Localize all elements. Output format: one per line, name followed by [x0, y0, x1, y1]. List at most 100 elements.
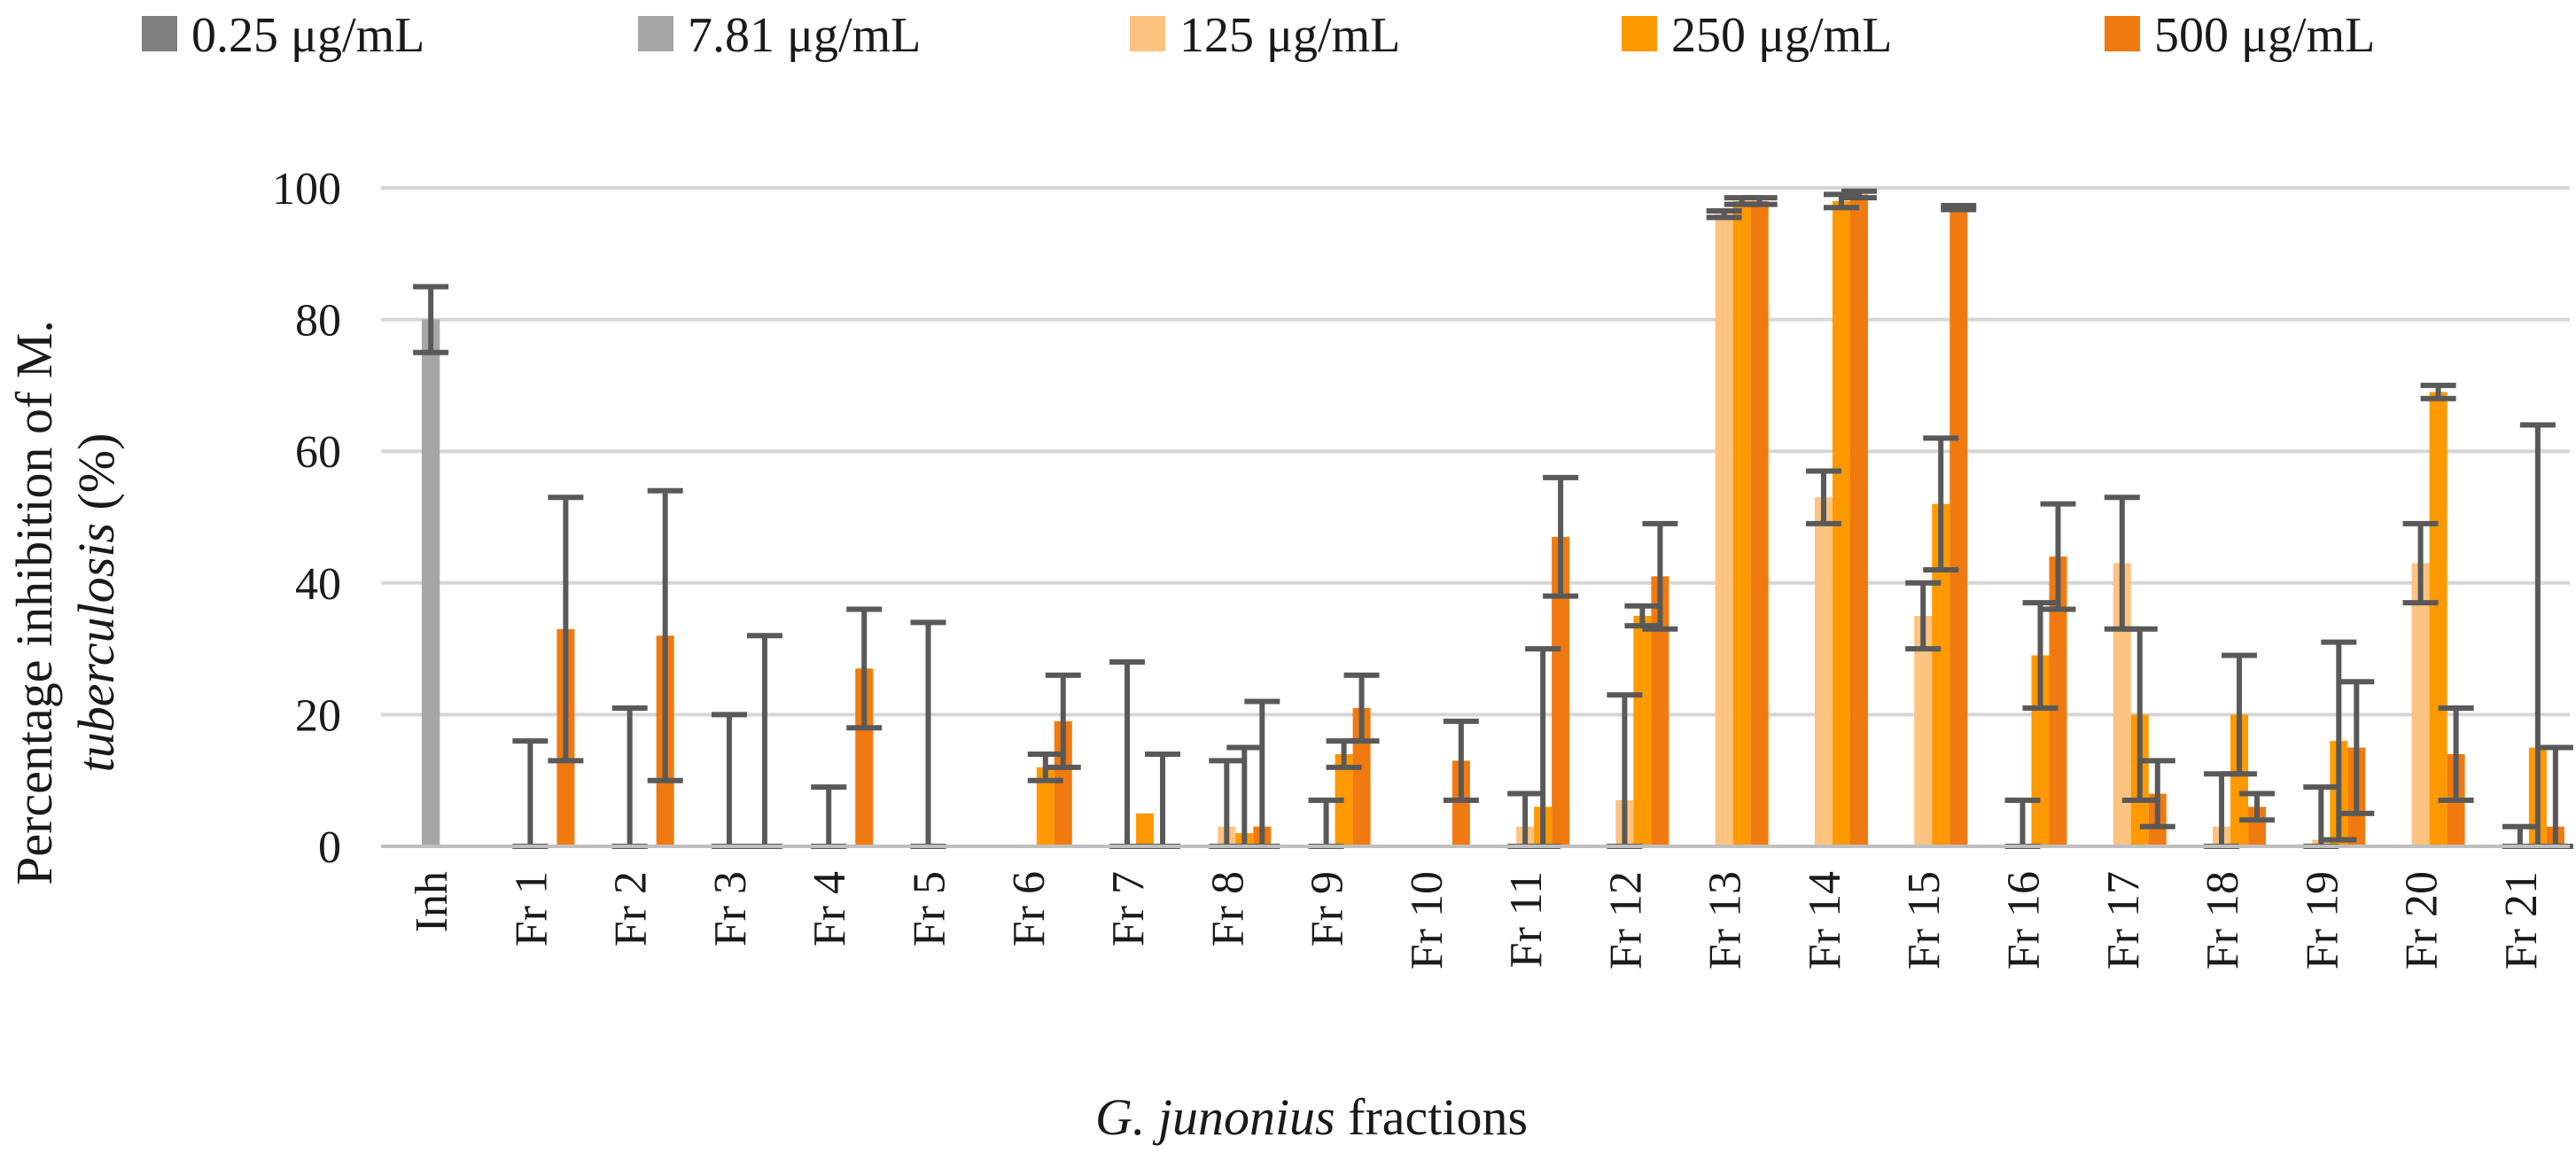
x-tick-label-fr-14: Fr 14	[1800, 871, 1850, 970]
bar-fr-12-series-4	[1651, 576, 1669, 846]
error-bar-fr-20-series-2	[2402, 520, 2439, 606]
error-bar-fr-16-series-3	[2022, 600, 2058, 711]
error-bar-fr-4-series-2	[811, 784, 847, 849]
x-tick-label-fr-15: Fr 15	[1899, 871, 1950, 970]
x-tick-label-fr-2: Fr 2	[606, 871, 657, 946]
error-bar-fr-2-series-2	[611, 705, 648, 849]
x-tick-label-fr-8: Fr 8	[1202, 871, 1253, 946]
x-tick-label-fr-16: Fr 16	[1999, 871, 2050, 970]
error-bar-fr-14-series-2	[1805, 468, 1841, 526]
error-bar-fr-19-series-4	[2339, 679, 2375, 816]
error-bar-fr-9-series-4	[1343, 672, 1380, 744]
bar-fr-15-series-3	[1932, 503, 1950, 846]
bar-fr-18-series-3	[2230, 714, 2249, 846]
bars	[422, 194, 2564, 847]
error-bar-fr-6-series-3	[1027, 751, 1063, 783]
error-bar-fr-4-series-4	[846, 606, 883, 731]
legend-swatch-3	[1622, 16, 1657, 51]
x-tick-label-fr-7: Fr 7	[1103, 871, 1154, 946]
y-axis-title-line1: Percentage inhibition of M.	[5, 320, 63, 885]
error-bar-fr-13-series-4	[1741, 195, 1778, 207]
error-bar-fr-2-series-4	[647, 487, 683, 783]
bar-fr-16-series-4	[2049, 557, 2067, 846]
bar-inh-series-1	[422, 319, 440, 847]
bar-fr-6-series-3	[1036, 767, 1055, 846]
error-bar-fr-3-series-4	[746, 633, 782, 849]
y-tick-label-60: 60	[295, 427, 341, 478]
error-bar-fr-16-series-4	[2040, 501, 2076, 612]
x-tick-label-inh: Inh	[407, 871, 457, 932]
x-tick-label-fr-18: Fr 18	[2198, 871, 2248, 970]
x-tick-label-fr-1: Fr 1	[506, 871, 556, 946]
x-tick-label-fr-4: Fr 4	[805, 871, 855, 946]
error-bar-fr-11-series-4	[1543, 474, 1579, 599]
gridlines	[381, 186, 2570, 717]
y-tick-label-40: 40	[295, 559, 341, 610]
error-bar-fr-20-series-4	[2438, 705, 2474, 803]
x-tick-label-fr-17: Fr 17	[2098, 871, 2149, 970]
error-bar-fr-21-series-3	[2519, 422, 2556, 849]
legend-label-3: 250 μg/mL	[1671, 8, 1892, 63]
error-bar-fr-17-series-3	[2121, 626, 2158, 803]
error-bar-inh-series-1	[413, 284, 449, 355]
x-tick-label-fr-19: Fr 19	[2297, 871, 2347, 970]
bar-fr-15-series-2	[1914, 615, 1933, 846]
error-bar-fr-17-series-4	[2139, 758, 2175, 829]
error-bar-fr-10-series-4	[1443, 718, 1479, 803]
x-axis-category-labels: Inh Fr 1 Fr 2 Fr 3 Fr 4 Fr 5 Fr 6 Fr 7 Fr 8 Fr 9 F…	[407, 871, 2547, 970]
x-tick-label-fr-20: Fr 20	[2397, 871, 2448, 970]
bar-fr-10-series-4	[1451, 760, 1470, 846]
bar-fr-13-series-3	[1732, 200, 1751, 847]
x-tick-label-fr-12: Fr 12	[1600, 871, 1651, 970]
x-tick-label-fr-11: Fr 11	[1501, 871, 1552, 968]
bar-fr-11-series-4	[1552, 536, 1570, 846]
error-bar-fr-5-series-2	[910, 619, 946, 849]
bar-fr-17-series-2	[2113, 563, 2131, 846]
error-bar-fr-18-series-3	[2222, 652, 2258, 777]
legend-swatch-2	[1130, 16, 1165, 51]
x-tick-label-fr-5: Fr 5	[905, 871, 955, 946]
error-bars	[413, 188, 2573, 849]
x-tick-label-fr-9: Fr 9	[1303, 871, 1353, 946]
error-bar-fr-1-series-4	[548, 495, 584, 764]
x-tick-label-fr-10: Fr 10	[1402, 871, 1452, 970]
error-bar-fr-15-series-2	[1905, 580, 1942, 652]
y-tick-label-80: 80	[295, 296, 341, 347]
error-bar-fr-14-series-3	[1823, 191, 1859, 211]
y-axis-title-line2: tuberculosis (%)	[67, 433, 125, 773]
x-tick-label-fr-6: Fr 6	[1004, 871, 1055, 946]
error-bar-fr-18-series-4	[2239, 790, 2276, 823]
error-bar-fr-19-series-3	[2321, 639, 2357, 843]
x-tick-label-fr-3: Fr 3	[705, 871, 756, 946]
x-axis-title: G. junonius fractions	[1095, 1088, 1528, 1146]
error-bar-fr-12-series-4	[1642, 520, 1678, 632]
legend-label-2: 125 μg/mL	[1179, 8, 1400, 63]
bar-fr-14-series-4	[1849, 194, 1868, 846]
legend-label-0: 0.25 μg/mL	[191, 8, 424, 63]
y-axis-ticks: 0 20 40 60 80 100	[272, 164, 341, 873]
error-bar-fr-3-series-2	[711, 712, 747, 849]
bar-fr-20-series-3	[2429, 392, 2448, 847]
error-bar-fr-1-series-2	[512, 738, 549, 849]
error-bar-fr-20-series-3	[2420, 382, 2456, 401]
y-tick-label-20: 20	[295, 690, 341, 741]
bar-fr-4-series-4	[855, 668, 874, 846]
error-bar-fr-13-series-2	[1706, 208, 1742, 221]
error-bar-fr-15-series-3	[1923, 435, 1959, 572]
bar-fr-12-series-3	[1633, 615, 1652, 846]
legend-swatch-0	[142, 16, 177, 51]
bar-fr-15-series-4	[1950, 207, 1968, 847]
error-bar-fr-12-series-3	[1624, 603, 1661, 629]
y-tick-label-0: 0	[318, 822, 341, 873]
bar-fr-20-series-2	[2411, 563, 2430, 846]
x-tick-label-fr-21: Fr 21	[2496, 871, 2547, 970]
legend-label-1: 7.81 μg/mL	[688, 8, 921, 63]
error-bar-fr-6-series-4	[1045, 672, 1081, 770]
error-bar-fr-17-series-2	[2104, 495, 2140, 632]
bar-fr-13-series-4	[1750, 200, 1769, 847]
bar-fr-18-series-4	[2248, 806, 2267, 846]
error-bar-fr-15-series-4	[1941, 203, 1977, 213]
bar-fr-7-series-3	[1136, 813, 1155, 846]
legend-swatch-1	[638, 16, 673, 51]
